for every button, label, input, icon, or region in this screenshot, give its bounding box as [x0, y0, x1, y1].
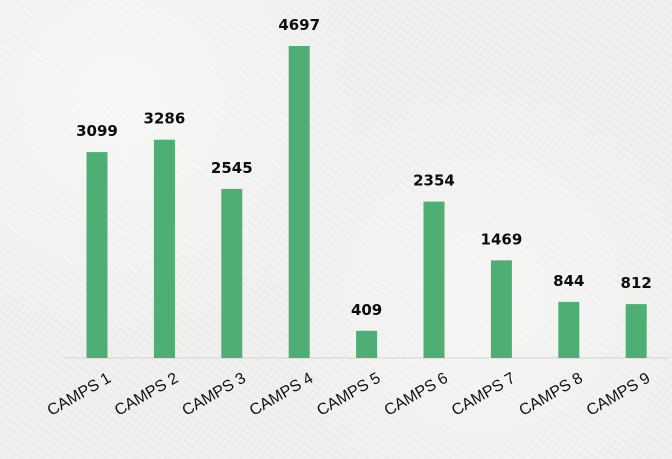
category-tick-label-3: CAMPS 3 [179, 370, 248, 420]
category-tick-label-6: CAMPS 6 [382, 370, 451, 420]
bar-7 [490, 260, 512, 358]
bar-value-label-4: 4697 [278, 16, 320, 34]
category-tick-label-5: CAMPS 5 [314, 370, 383, 420]
category-tick-label-9: CAMPS 9 [584, 370, 653, 420]
category-tick-label-1: CAMPS 1 [45, 370, 114, 420]
bar-value-label-9: 812 [621, 274, 652, 292]
category-tick-label-2: CAMPS 2 [112, 370, 181, 420]
bar-9 [625, 304, 647, 358]
bar-value-label-2: 3286 [144, 110, 186, 128]
bar-value-label-7: 1469 [481, 230, 523, 248]
bar-value-label-6: 2354 [413, 172, 455, 190]
bar-value-label-3: 2545 [211, 159, 253, 177]
category-tick-label-4: CAMPS 4 [247, 370, 316, 420]
bar-4 [288, 46, 310, 358]
bar-1 [86, 152, 108, 358]
bars-group [86, 46, 647, 358]
category-tick-label-8: CAMPS 8 [516, 370, 585, 420]
category-tick-label-7: CAMPS 7 [449, 370, 518, 420]
bar-value-label-5: 409 [351, 301, 382, 319]
bar-3 [221, 188, 243, 358]
bar-5 [356, 330, 378, 358]
bar-value-label-1: 3099 [76, 122, 118, 140]
bar-2 [153, 139, 175, 358]
bar-6 [423, 201, 445, 358]
bar-value-label-8: 844 [553, 272, 584, 290]
bar-8 [558, 301, 580, 358]
value-labels-group: 3099 3286 2545 4697 409 2354 1469 844 812 [76, 16, 652, 319]
